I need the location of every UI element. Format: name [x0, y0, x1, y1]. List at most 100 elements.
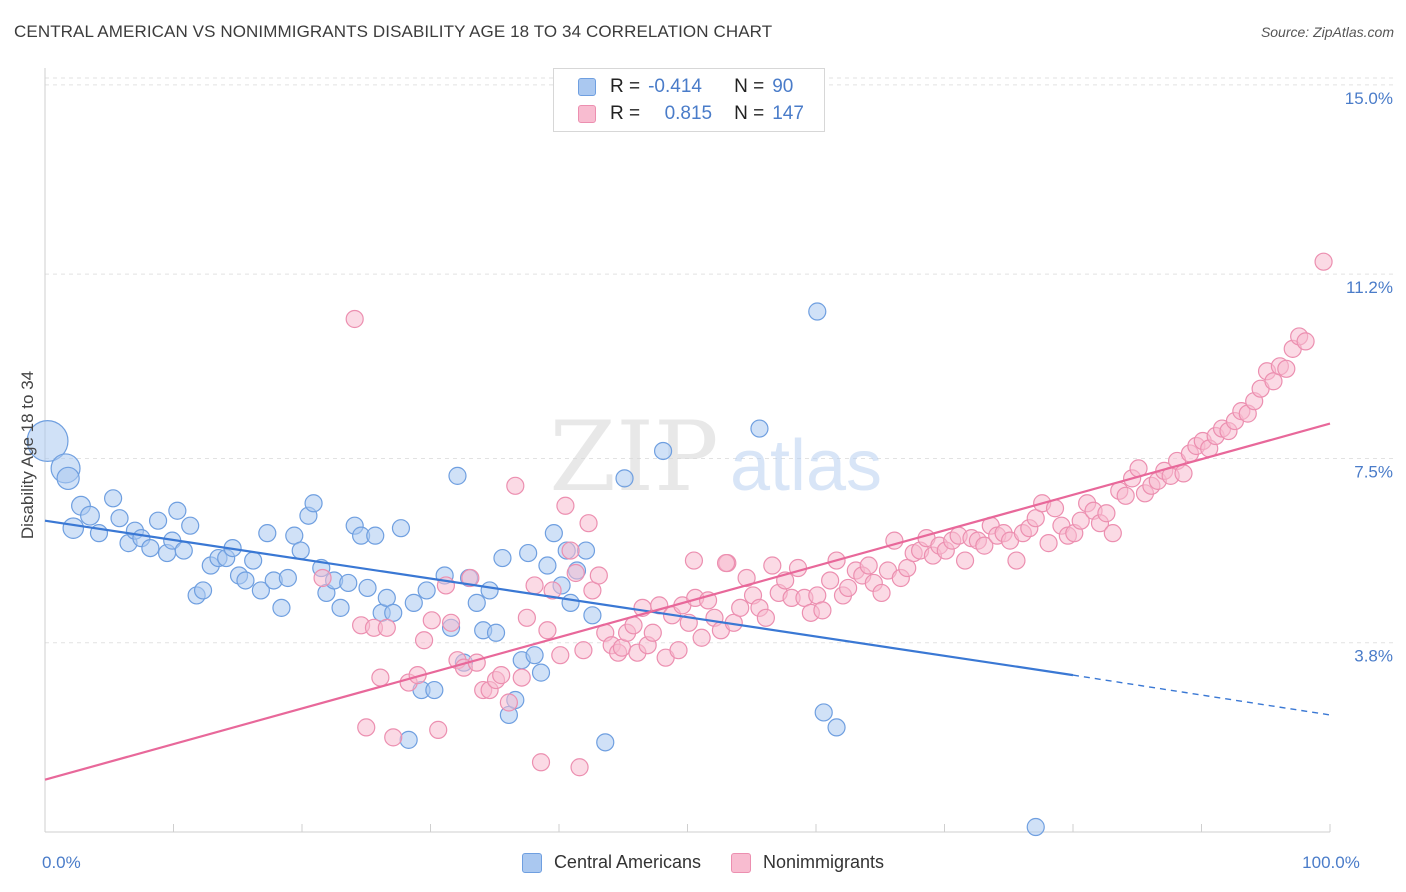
legend-row-central-americans: R = -0.414 N = 90	[578, 74, 793, 100]
legend-swatch-pink	[578, 105, 596, 123]
legend-item-central-americans[interactable]: Central Americans	[521, 852, 701, 873]
central-american-point	[104, 489, 123, 508]
nonimmigrant-point	[441, 613, 461, 632]
nonimmigrant-point	[813, 601, 832, 620]
nonimmigrant-point	[570, 758, 589, 777]
legend-r-value: 0.815	[664, 103, 713, 124]
central-american-point	[448, 466, 467, 485]
trend-line-central-americans	[44, 519, 1074, 677]
central-american-point	[653, 441, 673, 461]
nonimmigrant-point	[1039, 534, 1058, 553]
nonimmigrant-point	[345, 309, 364, 329]
correlation-legend: R = -0.414 N = 90 R = 0.815 N = 147	[553, 68, 825, 132]
trend-line-central-americans-projection	[1072, 674, 1331, 716]
nonimmigrant-point	[692, 628, 711, 647]
legend-n-label: N =	[734, 103, 765, 124]
nonimmigrant-point	[414, 631, 434, 650]
nonimmigrant-point	[525, 576, 544, 595]
trend-lines	[44, 422, 1331, 781]
legend-label: Central Americans	[553, 852, 701, 872]
nonimmigrant-point	[872, 583, 891, 603]
legend-swatch-blue	[521, 852, 542, 873]
legend-label: Nonimmigrants	[763, 852, 885, 872]
data-points	[26, 252, 1333, 837]
central-american-point	[26, 420, 69, 463]
central-american-point	[304, 494, 323, 513]
central-american-point	[251, 581, 270, 600]
central-american-point	[62, 517, 85, 539]
y-tick-label: 15.0%	[1345, 89, 1393, 108]
central-american-point	[174, 541, 193, 560]
nonimmigrant-point	[839, 578, 858, 598]
central-american-point	[366, 526, 385, 545]
central-american-point	[808, 302, 827, 321]
central-american-point	[391, 519, 411, 538]
central-american-point	[404, 593, 423, 612]
nonimmigrant-point	[551, 646, 570, 665]
nonimmigrant-point	[377, 618, 396, 637]
legend-swatch-blue	[578, 78, 596, 96]
nonimmigrant-point	[1007, 551, 1026, 570]
nonimmigrant-point	[684, 551, 704, 570]
legend-r-value: -0.414	[648, 76, 702, 97]
x-tick-label: 0.0%	[42, 853, 81, 872]
nonimmigrant-point	[1116, 486, 1135, 505]
nonimmigrant-point	[506, 476, 525, 495]
nonimmigrant-point	[499, 693, 518, 712]
nonimmigrant-point	[788, 558, 808, 578]
nonimmigrant-point	[422, 611, 441, 630]
nonimmigrant-point	[859, 556, 878, 575]
central-american-point	[827, 718, 846, 737]
central-american-point	[538, 556, 557, 575]
legend-item-nonimmigrants[interactable]: Nonimmigrants	[731, 852, 884, 873]
nonimmigrant-point	[561, 541, 580, 560]
nonimmigrant-point	[429, 720, 448, 739]
nonimmigrant-point	[737, 568, 756, 588]
central-american-point	[519, 543, 538, 563]
nonimmigrant-point	[1296, 332, 1315, 351]
central-american-point	[278, 568, 297, 588]
nonimmigrant-point	[574, 641, 593, 660]
nonimmigrant-point	[1277, 359, 1296, 378]
central-american-point	[168, 501, 187, 520]
y-tick-label: 11.2%	[1346, 278, 1393, 297]
x-tick-label: 100.0%	[1302, 853, 1360, 872]
central-american-point	[417, 581, 436, 600]
legend-r-label: R =	[610, 103, 641, 124]
central-american-point	[425, 680, 444, 700]
central-american-point	[750, 419, 769, 438]
central-american-point	[291, 541, 310, 560]
central-american-point	[525, 646, 544, 665]
central-american-point	[141, 538, 160, 558]
y-tick-label: 7.5%	[1354, 462, 1393, 481]
nonimmigrant-point	[512, 668, 531, 687]
central-american-point	[110, 509, 129, 528]
nonimmigrant-point	[731, 598, 750, 617]
nonimmigrant-point	[384, 728, 403, 747]
legend-n-label: N =	[734, 76, 765, 97]
nonimmigrant-point	[556, 496, 575, 515]
central-american-point	[544, 524, 563, 543]
y-tick-label: 3.8%	[1354, 647, 1393, 666]
central-american-point	[531, 663, 551, 682]
nonimmigrant-point	[579, 514, 598, 533]
nonimmigrant-point	[975, 536, 994, 555]
nonimmigrant-point	[756, 608, 775, 627]
nonimmigrant-point	[531, 753, 551, 772]
central-american-point	[272, 598, 291, 617]
nonimmigrant-point	[1174, 464, 1193, 483]
legend-swatch-pink	[731, 852, 751, 873]
nonimmigrant-point	[461, 568, 480, 588]
central-american-point	[596, 733, 615, 752]
series-legend: Central Americans Nonimmigrants	[0, 852, 1406, 873]
nonimmigrant-point	[716, 553, 736, 573]
central-american-point	[1026, 817, 1045, 837]
nonimmigrant-point	[517, 608, 536, 627]
central-american-point	[486, 623, 506, 642]
legend-row-nonimmigrants: R = 0.815 N = 147	[578, 101, 804, 127]
nonimmigrant-point	[313, 568, 332, 588]
central-american-point	[258, 524, 277, 543]
nonimmigrant-point	[492, 666, 511, 685]
central-american-point	[358, 578, 377, 598]
nonimmigrant-point	[357, 718, 376, 737]
